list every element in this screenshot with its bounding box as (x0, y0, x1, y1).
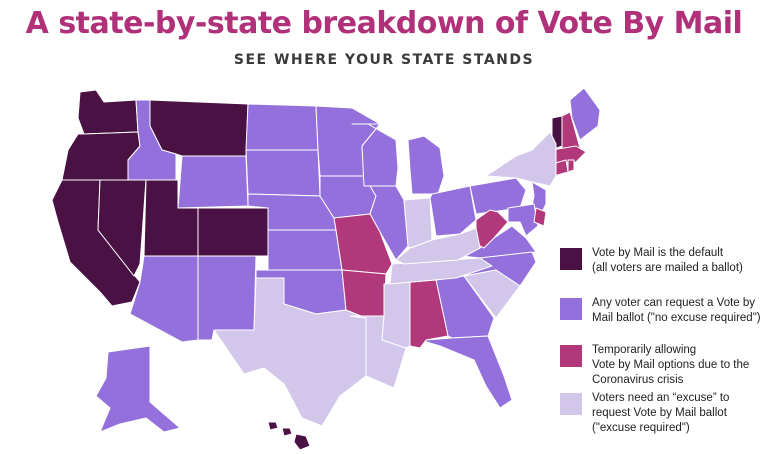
state-washington (77, 89, 139, 135)
legend-swatch-temporary (560, 345, 582, 367)
state-colorado (197, 207, 269, 257)
legend-swatch-no-excuse (560, 298, 582, 320)
state-kansas (267, 229, 343, 271)
state-florida (419, 335, 513, 409)
state-south-carolina (463, 269, 521, 319)
state-kentucky (395, 227, 481, 265)
state-tennessee (389, 257, 493, 285)
legend-swatch-excuse (560, 393, 582, 415)
state-ohio (429, 185, 477, 237)
legend-label-temporary: Temporarily allowing Vote by Mail option… (592, 344, 750, 386)
page-title: A state-by-state breakdown of Vote By Ma… (25, 6, 743, 41)
state-montana (149, 99, 249, 157)
state-hawaii (267, 421, 311, 451)
states-layer (51, 87, 601, 451)
state-north-dakota (245, 103, 319, 151)
state-pennsylvania (469, 177, 527, 215)
state-rhode-island (567, 159, 575, 173)
state-arizona (129, 255, 199, 343)
state-missouri (333, 213, 393, 275)
legend-label-no-excuse: Any voter can request a Vote by Mail bal… (592, 297, 761, 324)
page-subtitle: SEE WHERE YOUR STATE STANDS (233, 52, 535, 68)
state-alaska (95, 345, 181, 433)
legend-label-excuse: Voters need an “excuse” to request Vote … (592, 392, 730, 434)
state-new-york (485, 131, 557, 187)
state-michigan (407, 135, 445, 195)
legend-swatch-default (560, 248, 582, 270)
legend-label-default: Vote by Mail is the default (all voters … (592, 247, 743, 274)
state-mississippi (381, 281, 411, 349)
state-delaware (533, 207, 547, 227)
state-indiana (403, 197, 433, 249)
state-south-dakota (245, 149, 321, 197)
state-new-mexico (197, 255, 257, 341)
state-wyoming (177, 155, 249, 209)
state-arkansas (341, 269, 387, 317)
state-idaho (127, 99, 177, 181)
